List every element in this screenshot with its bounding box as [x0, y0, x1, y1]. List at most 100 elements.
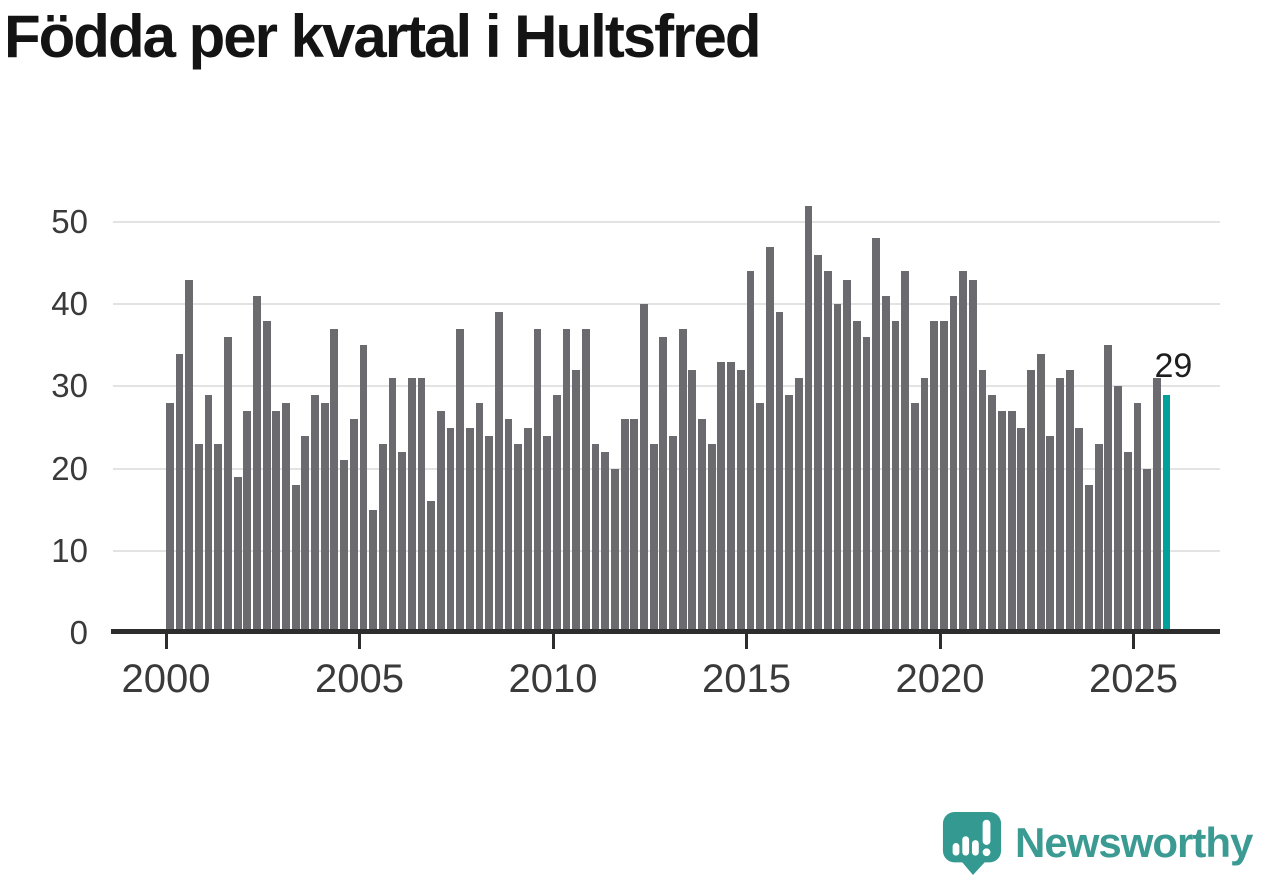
bar [659, 337, 668, 633]
bar [398, 452, 406, 633]
newsworthy-logo: Newsworthy [941, 809, 1253, 877]
bar [630, 419, 639, 633]
bar [669, 435, 677, 633]
bar [340, 460, 348, 633]
bar [1143, 468, 1151, 633]
bar [485, 435, 494, 633]
bar [1085, 485, 1093, 633]
chart-title: Födda per kvartal i Hultsfred [4, 3, 762, 70]
bar [572, 369, 581, 633]
bar [785, 394, 793, 633]
bar [736, 369, 745, 633]
newsworthy-logo-text: Newsworthy [1015, 819, 1253, 866]
bar [349, 419, 358, 633]
bar [959, 271, 968, 633]
bar [611, 468, 619, 633]
y-tick-label: 50 [51, 203, 88, 240]
x-tick-label: 2015 [702, 657, 791, 701]
bar [262, 320, 271, 633]
y-tick-label: 30 [51, 367, 88, 405]
bar [514, 443, 523, 633]
x-tick-label: 2000 [121, 657, 211, 701]
bar [388, 378, 397, 633]
x-tick [551, 634, 555, 649]
x-tick-label: 2020 [895, 657, 985, 701]
bar [717, 361, 726, 633]
bar [940, 320, 948, 633]
bar [746, 271, 755, 633]
bar [553, 394, 561, 633]
bar [775, 312, 784, 633]
bar [1056, 378, 1064, 633]
bar [852, 320, 861, 633]
bar [872, 238, 881, 633]
bar [272, 411, 281, 633]
bar [833, 304, 842, 633]
x-tick-label: 2005 [315, 657, 404, 701]
x-tick [164, 634, 168, 649]
bar [582, 328, 590, 633]
bar [949, 295, 958, 633]
bar [823, 271, 832, 633]
bar [1017, 427, 1026, 633]
bar [881, 295, 890, 633]
bar [998, 411, 1006, 633]
bar [427, 501, 436, 633]
x-tick-label: 2025 [1089, 657, 1178, 701]
bar [920, 378, 929, 633]
bar [204, 394, 213, 633]
x-axis-line [111, 629, 1220, 634]
y-tick-label: 10 [51, 531, 88, 569]
bar [969, 279, 977, 633]
bar [1104, 345, 1113, 633]
bar [698, 419, 706, 633]
bar [901, 271, 910, 633]
bar [330, 328, 339, 633]
bar [591, 443, 600, 633]
bar [1046, 435, 1055, 633]
bar [233, 476, 242, 633]
bar [649, 443, 658, 633]
bar [1007, 411, 1016, 633]
bar [707, 443, 716, 633]
bar [891, 320, 900, 633]
bar [359, 345, 368, 633]
bar [533, 328, 542, 633]
bar-highlighted [1162, 394, 1171, 633]
plot-area: 29 [113, 205, 1220, 633]
bar [1036, 353, 1045, 633]
bar [756, 402, 764, 633]
x-tick [745, 634, 748, 649]
y-tick-label: 40 [51, 285, 88, 323]
newsworthy-logo-icon [942, 812, 1002, 875]
y-tick-label: 0 [69, 614, 88, 651]
bar [765, 246, 774, 633]
bar [291, 485, 300, 633]
bar [446, 427, 455, 633]
bar [688, 369, 697, 633]
bar [814, 254, 823, 633]
bar [456, 328, 465, 633]
bar [185, 279, 194, 633]
bar [678, 328, 687, 633]
bar [301, 435, 310, 633]
bar [224, 337, 232, 633]
bar [1027, 369, 1035, 633]
bar [166, 402, 174, 633]
bar [1094, 443, 1103, 633]
bar [1065, 369, 1074, 633]
bar [543, 435, 552, 633]
bar [282, 402, 290, 633]
bar [320, 402, 329, 633]
bar [1123, 452, 1132, 633]
x-tick [938, 634, 942, 649]
bar [930, 320, 939, 633]
bar [494, 312, 503, 633]
bar [175, 353, 184, 633]
bar [727, 361, 735, 633]
bar [311, 394, 319, 633]
bar [523, 427, 532, 633]
bar [601, 452, 610, 633]
bar [407, 378, 416, 633]
